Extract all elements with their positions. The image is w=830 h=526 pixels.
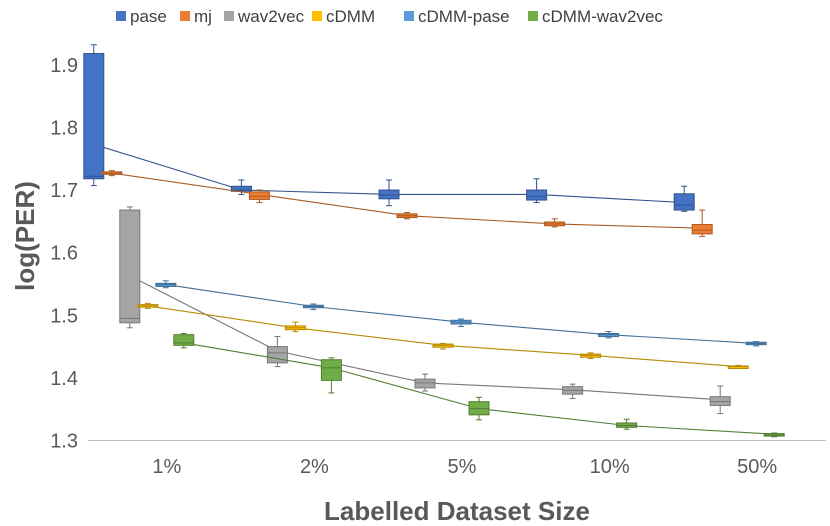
box-wav2vec-10%: [562, 383, 584, 400]
box-mj-10%: [544, 218, 566, 228]
legend: pase mj wav2vec cDMM cDMM-pase cDMM-wav2vec: [116, 7, 663, 26]
y-tick-label: 1.6: [50, 243, 78, 265]
box-wav2vec-2%: [266, 336, 288, 368]
box-cDMM-pase-10%: [598, 331, 620, 339]
iqr-box: [248, 191, 270, 200]
box-mj-2%: [248, 189, 270, 204]
legend-item-wav2vec: wav2vec: [224, 7, 305, 26]
legend-label: cDMM: [326, 7, 375, 26]
box-pase-10%: [526, 178, 548, 204]
box-cDMM-pase-1%: [155, 280, 177, 289]
chart-axes: 1.3 1.4 1.5 1.6 1.7 1.8 1.9 1% 2% 5% 10% 50%: [50, 55, 826, 478]
x-tick-label: 5%: [448, 456, 477, 478]
iqr-box: [119, 209, 141, 324]
box-cDMM-5%: [432, 342, 454, 350]
iqr-box: [173, 334, 195, 346]
legend-item-mj: mj: [180, 7, 212, 26]
box-cDMM-wav2vec-2%: [320, 357, 342, 394]
box-cDMM-50%: [727, 364, 749, 369]
x-axis-title: Labelled Dataset Size: [324, 496, 590, 526]
box-mj-50%: [691, 209, 713, 237]
box-wav2vec-5%: [414, 373, 436, 392]
legend-swatch: [404, 11, 414, 21]
legend-label: wav2vec: [237, 7, 305, 26]
box-cDMM-2%: [284, 321, 306, 333]
legend-item-cDMM-wav2vec: cDMM-wav2vec: [528, 7, 663, 26]
x-tick-label: 10%: [590, 456, 630, 478]
box-cDMM-1%: [137, 302, 159, 309]
trend-line: [147, 305, 739, 368]
legend-item-pase: pase: [116, 7, 167, 26]
box-mj-1%: [101, 170, 123, 177]
x-tick-label: 50%: [737, 456, 777, 478]
box-cDMM-wav2vec-5%: [468, 396, 490, 421]
legend-item-cDMM: cDMM: [312, 7, 375, 26]
iqr-box: [378, 189, 400, 200]
legend-swatch: [180, 11, 190, 21]
iqr-box: [727, 365, 749, 369]
box-cDMM-wav2vec-1%: [173, 332, 195, 349]
box-pase-1%: [83, 44, 105, 187]
iqr-box: [673, 193, 695, 211]
iqr-box: [526, 189, 548, 201]
box-cDMM-pase-50%: [745, 341, 767, 347]
y-tick-label: 1.4: [50, 368, 78, 390]
iqr-box: [709, 396, 731, 406]
iqr-box: [414, 378, 436, 389]
box-cDMM-wav2vec-10%: [616, 418, 638, 430]
plot-area: [83, 44, 785, 438]
legend-swatch: [528, 11, 538, 21]
series-pase: [83, 44, 695, 212]
y-tick-label: 1.7: [50, 180, 78, 202]
iqr-box: [83, 53, 105, 180]
trend-line: [165, 284, 757, 344]
box-wav2vec-1%: [119, 206, 141, 329]
box-cDMM-10%: [580, 352, 602, 359]
series-wav2vec: [119, 206, 731, 415]
box-pase-5%: [378, 179, 400, 207]
y-axis-title: log(PER): [10, 181, 40, 291]
series-mj: [101, 170, 713, 237]
legend-label: cDMM-pase: [418, 7, 510, 26]
iqr-box: [691, 223, 713, 235]
iqr-box: [320, 359, 342, 381]
x-tick-label: 1%: [152, 456, 181, 478]
iqr-box: [266, 346, 288, 364]
legend-label: cDMM-wav2vec: [542, 7, 663, 26]
y-tick-label: 1.9: [50, 55, 78, 77]
y-tick-label: 1.3: [50, 431, 78, 453]
box-cDMM-wav2vec-50%: [763, 432, 785, 438]
box-cDMM-pase-2%: [302, 303, 324, 311]
series-cDMM-wav2vec: [173, 332, 785, 438]
box-mj-5%: [396, 212, 418, 220]
series-cDMM: [137, 302, 749, 369]
box-cDMM-pase-5%: [450, 318, 472, 328]
legend-label: pase: [130, 7, 167, 26]
y-tick-label: 1.8: [50, 117, 78, 139]
trend-line: [111, 172, 703, 229]
y-tick-label: 1.5: [50, 305, 78, 327]
legend-swatch: [224, 11, 234, 21]
box-wav2vec-50%: [709, 385, 731, 415]
legend-item-cDMM-pase: cDMM-pase: [404, 7, 510, 26]
x-tick-label: 2%: [300, 456, 329, 478]
legend-swatch: [312, 11, 322, 21]
legend-swatch: [116, 11, 126, 21]
box-pase-50%: [673, 185, 695, 212]
series-cDMM-pase: [155, 280, 767, 347]
legend-label: mj: [194, 7, 212, 26]
